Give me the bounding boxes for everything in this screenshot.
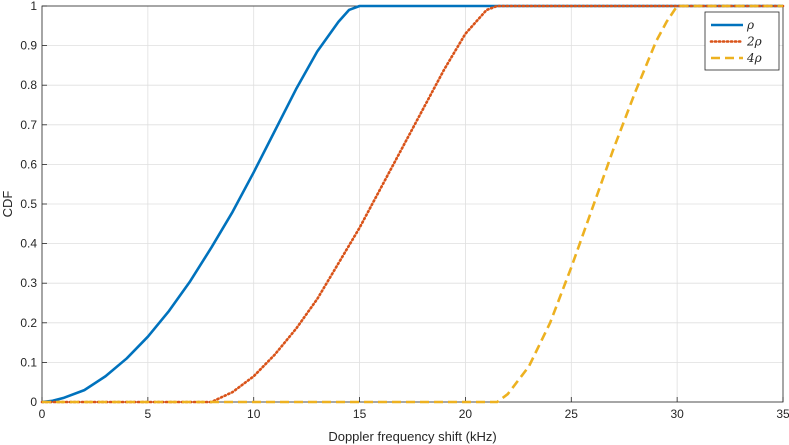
y-tick-label: 0.6 [20,157,37,171]
y-tick-label: 0 [30,395,37,409]
grid [41,5,784,403]
series-line-1 [41,4,783,404]
x-tick-label: 30 [670,407,684,421]
x-tick-label: 0 [39,407,46,421]
legend: ρ 2ρ 4ρ [704,11,780,71]
series-line-3 [42,4,783,404]
y-axis-label: CDF [0,191,15,218]
y-tick-label: 1 [30,0,37,13]
legend-entry-label: 4ρ [746,51,762,65]
y-tick-label: 0.7 [20,118,37,132]
x-tick-label: 10 [247,407,261,421]
y-tick-label: 0.9 [20,39,37,53]
series-lines [40,4,785,404]
series-line-2 [40,4,785,404]
x-tick-label: 35 [776,407,789,421]
y-tick-label: 0.2 [20,316,37,330]
y-tick-label: 0.3 [20,276,37,290]
y-tick-label: 0.1 [20,355,37,369]
legend-entry-label: 2ρ [746,35,762,49]
x-tick-label: 5 [145,407,152,421]
x-tick-label: 15 [353,407,367,421]
x-axis-label: Doppler frequency shift (kHz) [328,429,496,444]
legend-entry-label: ρ [746,18,754,32]
axis-ticks: 0 5 10 15 20 25 30 35 0 0.1 0.2 0.3 0.4 0.5 0.6 0.7 0.8 0… [20,0,789,421]
x-tick-label: 25 [565,407,579,421]
y-tick-label: 0.5 [20,197,37,211]
y-tick-label: 0.4 [20,237,37,251]
y-tick-label: 0.8 [20,78,37,92]
x-tick-label: 20 [459,407,473,421]
